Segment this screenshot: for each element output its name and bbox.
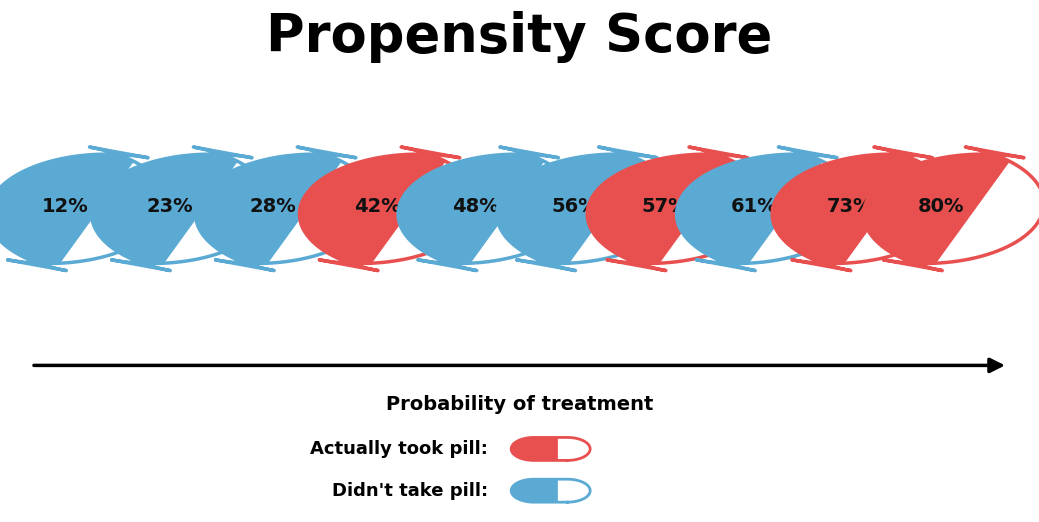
- Text: Didn't take pill:: Didn't take pill:: [332, 482, 488, 500]
- Polygon shape: [516, 147, 677, 269]
- Polygon shape: [587, 147, 768, 270]
- Text: 42%: 42%: [354, 197, 401, 216]
- Polygon shape: [0, 147, 168, 270]
- Polygon shape: [559, 437, 590, 460]
- Polygon shape: [91, 147, 272, 270]
- Polygon shape: [418, 147, 579, 269]
- Polygon shape: [497, 147, 677, 270]
- Polygon shape: [883, 147, 1039, 269]
- Text: Propensity Score: Propensity Score: [266, 10, 773, 63]
- Text: 48%: 48%: [453, 197, 500, 216]
- Polygon shape: [511, 437, 590, 460]
- Polygon shape: [511, 479, 590, 502]
- Text: Probability of treatment: Probability of treatment: [385, 395, 654, 414]
- Text: 61%: 61%: [731, 197, 778, 216]
- Polygon shape: [215, 147, 376, 269]
- Text: 57%: 57%: [642, 197, 688, 216]
- Text: 12%: 12%: [43, 197, 89, 216]
- Polygon shape: [607, 147, 768, 269]
- Polygon shape: [398, 147, 579, 270]
- Text: 28%: 28%: [250, 197, 297, 216]
- Text: 23%: 23%: [146, 197, 192, 216]
- Polygon shape: [111, 147, 272, 269]
- Polygon shape: [792, 147, 953, 269]
- Polygon shape: [696, 147, 857, 269]
- Text: Actually took pill:: Actually took pill:: [311, 440, 488, 458]
- Text: 56%: 56%: [552, 197, 598, 216]
- Text: 73%: 73%: [827, 197, 873, 216]
- Text: 80%: 80%: [918, 197, 964, 216]
- Polygon shape: [559, 479, 590, 502]
- Polygon shape: [299, 147, 480, 270]
- Polygon shape: [863, 147, 1039, 270]
- Polygon shape: [195, 147, 376, 270]
- Polygon shape: [7, 147, 168, 269]
- Polygon shape: [319, 147, 480, 269]
- Polygon shape: [772, 147, 953, 270]
- Polygon shape: [676, 147, 857, 270]
